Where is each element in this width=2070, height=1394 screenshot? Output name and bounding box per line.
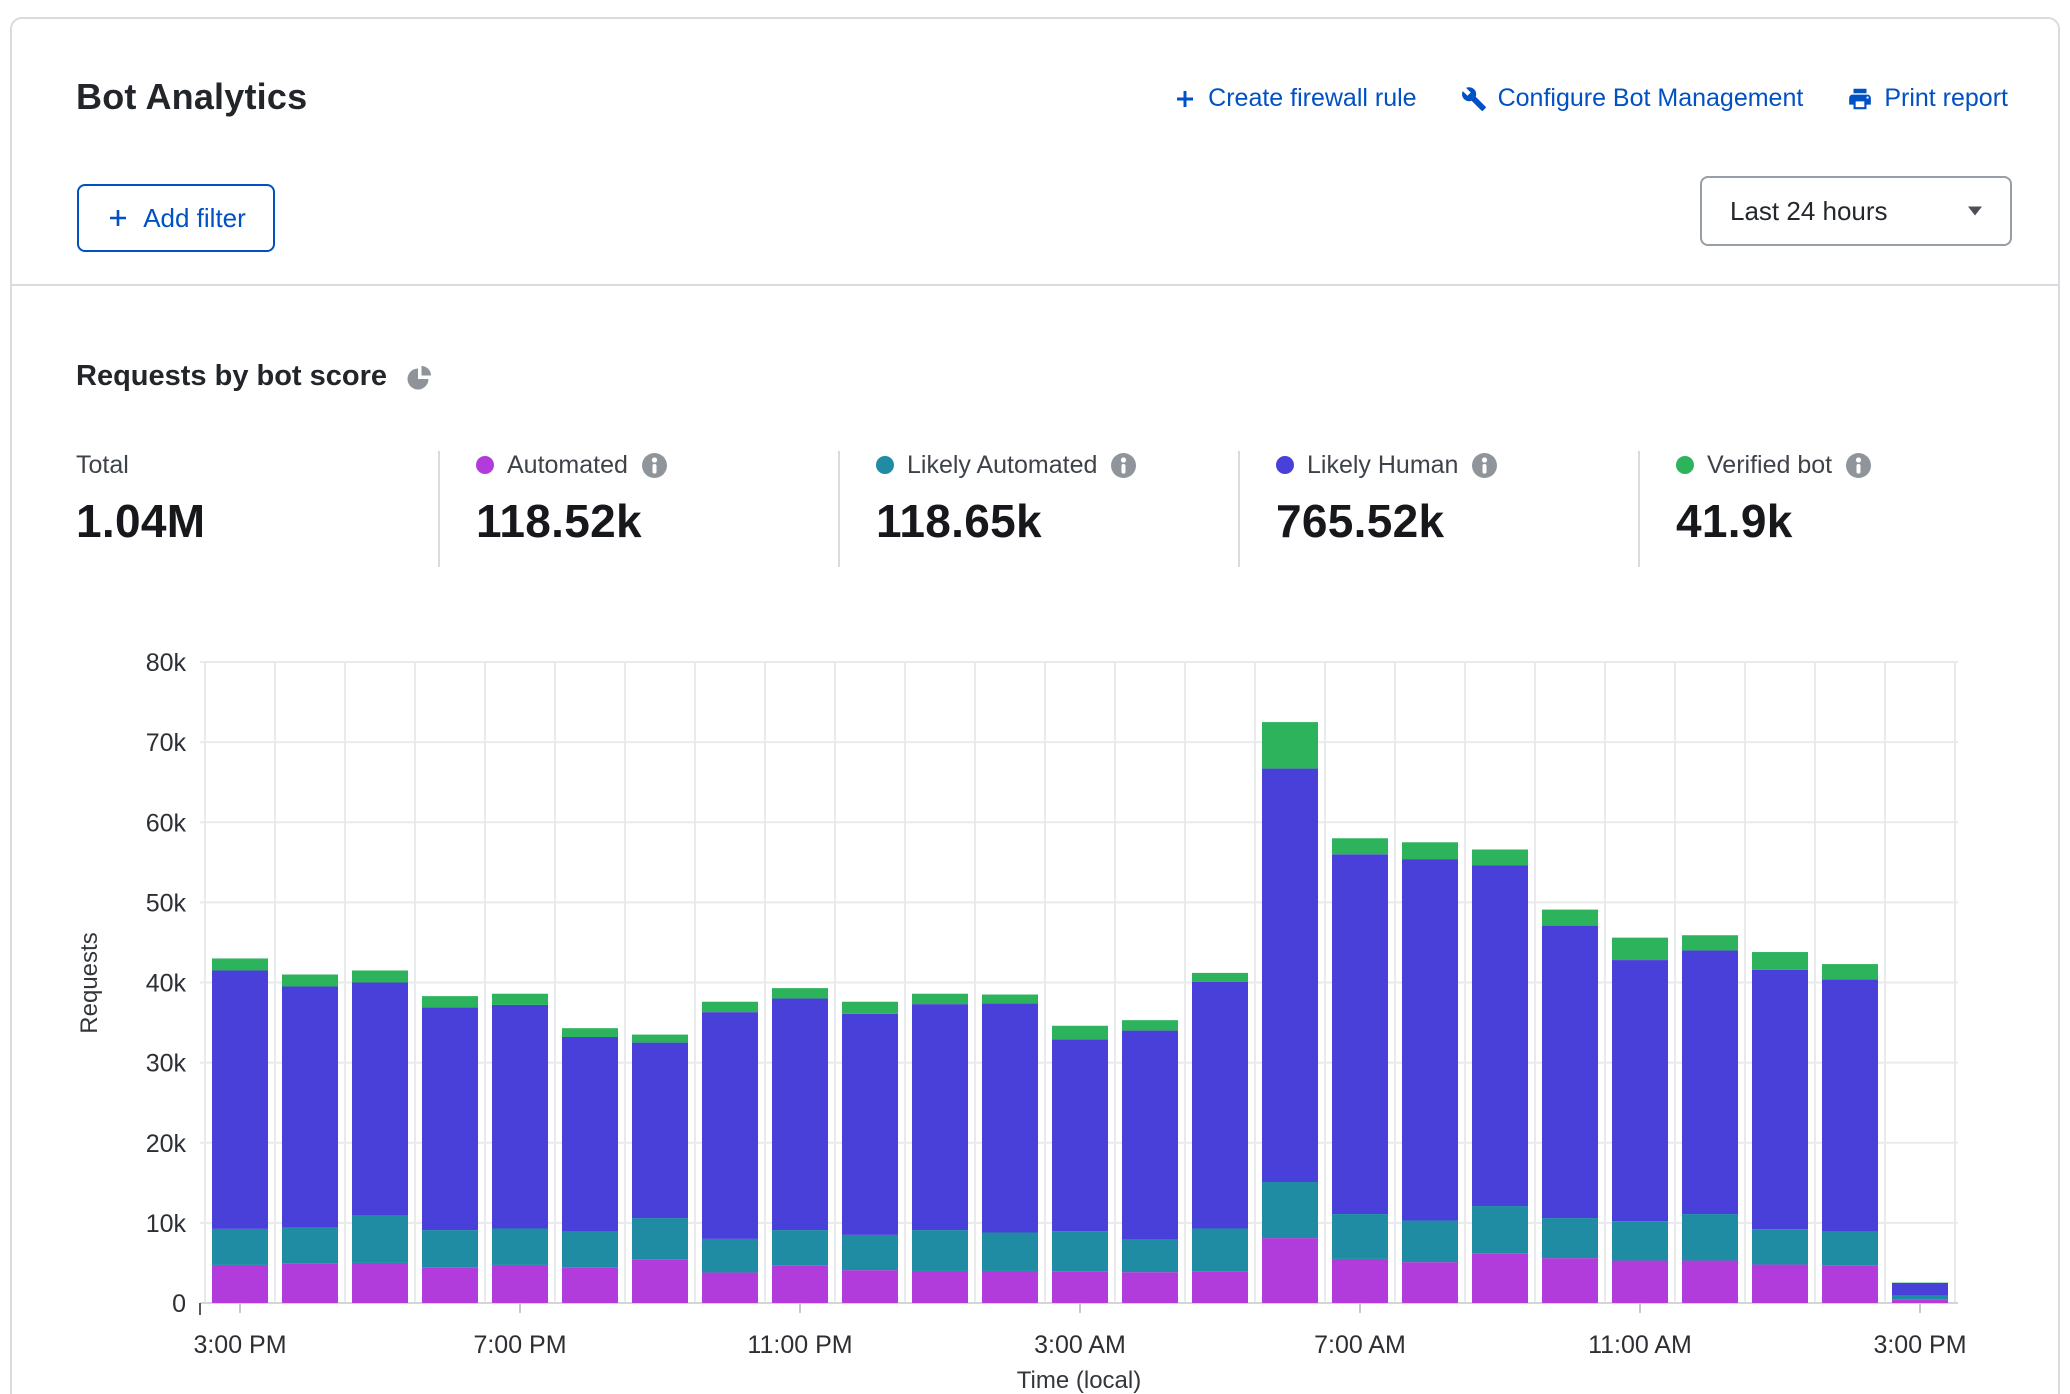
stat-likely-human-label: Likely Human: [1307, 451, 1458, 480]
svg-text:0: 0: [172, 1290, 186, 1318]
wrench-icon: [1461, 86, 1487, 112]
bot-analytics-page: Bot Analytics Create firewall rule Confi…: [0, 0, 2070, 1394]
verified-bot-legend-dot: [1676, 456, 1694, 474]
configure-bot-management-link[interactable]: Configure Bot Management: [1461, 84, 1804, 113]
add-filter-label: Add filter: [143, 203, 246, 234]
header-actions: Create firewall rule Configure Bot Manag…: [1173, 84, 2008, 113]
stat-automated: Automated 118.52k: [476, 449, 668, 548]
svg-text:3:00 AM: 3:00 AM: [1034, 1331, 1126, 1359]
stat-divider: [1638, 451, 1640, 567]
add-filter-button[interactable]: Add filter: [77, 184, 275, 252]
svg-text:3:00 PM: 3:00 PM: [193, 1331, 286, 1359]
create-firewall-rule-link[interactable]: Create firewall rule: [1173, 84, 1416, 113]
chevron-down-icon: [1966, 205, 1984, 217]
print-report-link[interactable]: Print report: [1847, 84, 2008, 113]
svg-text:10k: 10k: [146, 1210, 187, 1238]
header-divider: [10, 284, 2058, 286]
svg-text:11:00 PM: 11:00 PM: [747, 1331, 852, 1359]
svg-text:40k: 40k: [146, 970, 187, 998]
section-head: Requests by bot score: [76, 360, 433, 393]
stat-divider: [438, 451, 440, 567]
stat-likely-automated: Likely Automated 118.65k: [876, 449, 1137, 548]
plus-icon: [1173, 87, 1197, 111]
stat-likely-human-value: 765.52k: [1276, 494, 1498, 548]
stat-verified-bot-value: 41.9k: [1676, 494, 1872, 548]
svg-text:30k: 30k: [146, 1050, 187, 1078]
section-title: Requests by bot score: [76, 360, 387, 393]
plus-icon: [106, 206, 130, 230]
svg-text:60k: 60k: [146, 809, 187, 837]
printer-icon: [1847, 86, 1873, 112]
stat-verified-bot-label: Verified bot: [1707, 451, 1832, 480]
svg-text:7:00 PM: 7:00 PM: [473, 1331, 566, 1359]
configure-bot-management-label: Configure Bot Management: [1498, 84, 1804, 113]
time-range-value: Last 24 hours: [1730, 196, 1888, 227]
create-firewall-rule-label: Create firewall rule: [1208, 84, 1416, 113]
stat-divider: [838, 451, 840, 567]
svg-text:Time (local): Time (local): [1017, 1367, 1141, 1394]
stat-total-label: Total: [76, 451, 129, 480]
svg-text:Requests: Requests: [76, 932, 103, 1033]
likely-human-legend-dot: [1276, 456, 1294, 474]
automated-legend-dot: [476, 456, 494, 474]
likely-automated-legend-dot: [876, 456, 894, 474]
svg-text:50k: 50k: [146, 889, 187, 917]
svg-text:11:00 AM: 11:00 AM: [1588, 1331, 1692, 1359]
info-icon[interactable]: [1471, 452, 1498, 479]
info-icon[interactable]: [1110, 452, 1137, 479]
svg-text:7:00 AM: 7:00 AM: [1314, 1331, 1406, 1359]
requests-by-bot-score-chart: 0 10k 20k 30k 40k 50k 60k 70k 80k 3:00 PM 7:00 PM 1…: [0, 630, 2070, 1394]
pie-chart-icon[interactable]: [405, 363, 433, 391]
stat-divider: [1238, 451, 1240, 567]
info-icon[interactable]: [641, 452, 668, 479]
time-range-select[interactable]: Last 24 hours: [1700, 176, 2012, 246]
page-title: Bot Analytics: [76, 76, 307, 118]
svg-text:70k: 70k: [146, 729, 187, 757]
stat-likely-human: Likely Human 765.52k: [1276, 449, 1498, 548]
stat-total-value: 1.04M: [76, 494, 205, 548]
stat-likely-automated-value: 118.65k: [876, 494, 1137, 548]
stat-automated-value: 118.52k: [476, 494, 668, 548]
stat-automated-label: Automated: [507, 451, 628, 480]
stacked-bar-chart: 0 10k 20k 30k 40k 50k 60k 70k 80k 3:00 PM 7:00 PM 1…: [0, 630, 2070, 1394]
svg-text:20k: 20k: [146, 1130, 187, 1158]
print-report-label: Print report: [1884, 84, 2008, 113]
stat-verified-bot: Verified bot 41.9k: [1676, 449, 1872, 548]
stat-total: Total 1.04M: [76, 449, 205, 548]
info-icon[interactable]: [1845, 452, 1872, 479]
svg-text:80k: 80k: [146, 649, 187, 677]
svg-text:3:00 PM: 3:00 PM: [1873, 1331, 1966, 1359]
stat-likely-automated-label: Likely Automated: [907, 451, 1097, 480]
